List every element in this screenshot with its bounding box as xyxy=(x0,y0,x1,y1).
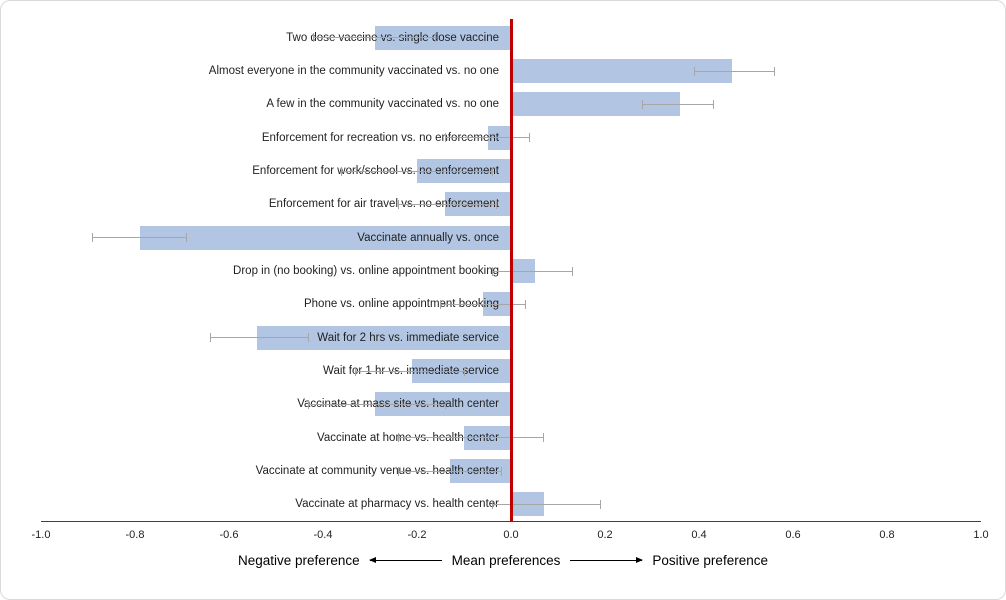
category-label: A few in the community vaccinated vs. no… xyxy=(266,98,499,111)
bar xyxy=(139,225,511,250)
category-label: Almost everyone in the community vaccina… xyxy=(208,65,499,77)
zero-reference-line xyxy=(509,19,513,521)
error-bar-cap xyxy=(543,433,545,443)
error-bar-cap xyxy=(501,466,503,476)
category-label: Vaccinate at pharmacy vs. health center xyxy=(295,498,499,511)
error-bar-cap xyxy=(773,66,775,76)
error-bar-cap xyxy=(313,33,315,43)
mean-preferences-label: Mean preferences xyxy=(451,553,561,568)
error-bar-cap xyxy=(92,233,94,243)
category-label: Enforcement for recreation vs. no enforc… xyxy=(261,131,499,144)
x-axis-tick-label: -1.0 xyxy=(31,529,51,541)
left-arrow-icon xyxy=(368,557,442,563)
error-bar xyxy=(492,503,601,505)
category-label: Enforcement for air travel vs. no enforc… xyxy=(268,198,499,211)
error-bar-cap xyxy=(463,366,465,376)
error-bar-cap xyxy=(491,166,493,176)
error-bar-cap xyxy=(397,199,399,209)
error-bar xyxy=(313,37,436,39)
category-label: Wait for 2 hrs vs. immediate service xyxy=(317,331,499,344)
x-axis-tick-label: -0.8 xyxy=(125,529,145,541)
category-label: Phone vs. online appointment booking xyxy=(303,298,499,311)
category-label: Vaccinate annually vs. once xyxy=(357,231,499,244)
category-label: Drop in (no booking) vs. online appointm… xyxy=(233,265,499,277)
negative-preference-label: Negative preference xyxy=(238,553,360,568)
error-bar-cap xyxy=(397,466,399,476)
error-bar-cap xyxy=(571,266,573,276)
error-bar-cap xyxy=(496,199,498,209)
error-bar xyxy=(210,337,309,339)
error-bar-cap xyxy=(341,166,343,176)
error-bar-cap xyxy=(435,33,437,43)
error-bar xyxy=(440,303,526,305)
error-bar-cap xyxy=(491,266,493,276)
x-axis-line xyxy=(41,521,981,522)
x-axis-tick-label: 0.8 xyxy=(879,529,895,541)
error-bar-cap xyxy=(440,299,441,309)
error-bar-cap xyxy=(599,499,601,509)
error-bar-cap xyxy=(355,366,357,376)
error-bar-cap xyxy=(693,66,695,76)
category-label: Vaccinate at community venue vs. health … xyxy=(255,465,499,477)
error-bar xyxy=(445,137,530,139)
x-axis-tick-label: -0.6 xyxy=(219,529,239,541)
error-bar-cap xyxy=(712,99,714,109)
error-bar-cap xyxy=(491,499,493,509)
error-bar-cap xyxy=(524,299,526,309)
error-bar-cap xyxy=(209,333,211,343)
x-axis-tick-label: 0.2 xyxy=(597,529,613,541)
x-axis-tick-label: 0.0 xyxy=(503,529,519,541)
x-axis-tick-label: 0.6 xyxy=(785,529,801,541)
x-axis-tick-label: -0.4 xyxy=(313,529,333,541)
error-bar xyxy=(492,270,573,272)
error-bar xyxy=(398,470,502,472)
error-bar-cap xyxy=(308,399,310,409)
error-bar-cap xyxy=(444,399,446,409)
error-bar xyxy=(308,403,446,405)
x-axis-tick-label: 1.0 xyxy=(973,529,989,541)
x-axis-tick-label: 0.4 xyxy=(691,529,707,541)
error-bar-cap xyxy=(642,99,644,109)
x-axis-tick-label: -0.2 xyxy=(407,529,427,541)
positive-preference-label: Positive preference xyxy=(652,553,768,568)
error-bar xyxy=(398,203,497,205)
error-bar xyxy=(341,170,493,172)
error-bar-cap xyxy=(444,133,446,143)
error-bar xyxy=(92,237,187,239)
x-axis-annotation: Negative preference Mean preferences Pos… xyxy=(1,553,1005,568)
right-arrow-icon xyxy=(570,557,644,563)
error-bar-cap xyxy=(529,133,531,143)
error-bar xyxy=(398,437,544,439)
error-bar xyxy=(355,370,464,372)
error-bar-cap xyxy=(397,433,399,443)
error-bar-cap xyxy=(186,233,188,243)
error-bar xyxy=(642,103,714,105)
error-bar-cap xyxy=(308,333,310,343)
error-bar xyxy=(694,70,775,72)
